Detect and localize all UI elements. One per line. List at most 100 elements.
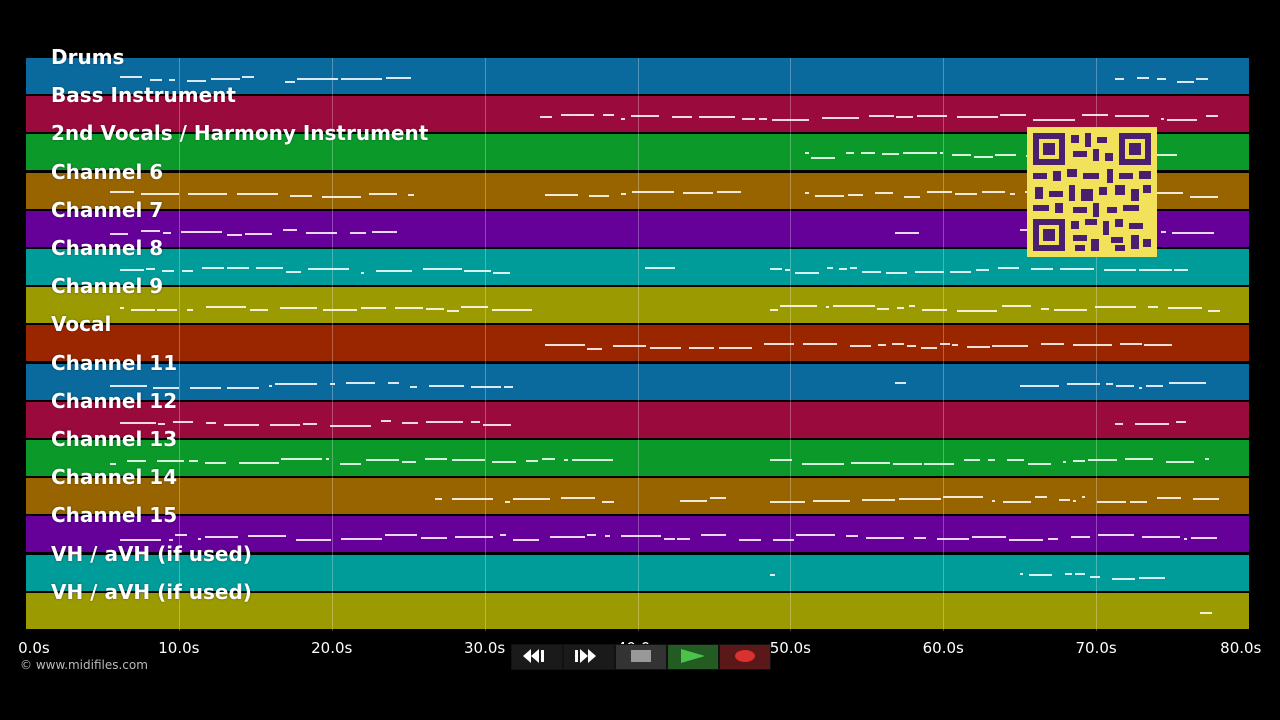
midi-note	[866, 537, 904, 540]
midi-note	[1020, 572, 1023, 575]
midi-note	[1028, 463, 1051, 465]
midi-note	[504, 385, 513, 388]
midi-note	[822, 117, 859, 120]
track-label: Channel 7	[51, 197, 164, 222]
rewind-button[interactable]	[511, 644, 563, 670]
track-label: Drums	[51, 45, 125, 69]
midi-note	[540, 116, 552, 119]
midi-note	[770, 501, 805, 504]
midi-note	[127, 460, 146, 462]
midi-note	[846, 535, 858, 538]
midi-note	[224, 423, 259, 426]
time-tick-label: 50.0s	[769, 639, 811, 657]
midi-note	[995, 154, 1016, 157]
fast-forward-button[interactable]	[563, 644, 615, 670]
midi-note	[664, 538, 675, 541]
midi-note	[242, 76, 254, 78]
midi-note	[388, 381, 399, 384]
midi-note	[699, 116, 735, 119]
track-label: Channel 9	[51, 274, 164, 299]
midi-note	[1151, 191, 1183, 194]
midi-note	[1048, 538, 1058, 541]
midi-note	[937, 538, 969, 541]
midi-note	[1041, 308, 1049, 311]
midi-note	[621, 192, 626, 195]
midi-note	[402, 421, 418, 424]
midi-note	[206, 306, 246, 309]
midi-note	[369, 192, 397, 195]
midi-note	[361, 307, 386, 310]
midi-note	[206, 421, 216, 424]
track-label: 2nd Vocals / Harmony Instrument	[51, 121, 429, 146]
midi-note	[967, 346, 990, 349]
qr-code-icon	[1027, 127, 1157, 257]
midi-note	[875, 191, 893, 194]
midi-note	[850, 345, 871, 348]
midi-note	[827, 267, 833, 269]
midi-note	[1097, 501, 1126, 504]
midi-note	[286, 271, 301, 273]
midi-note	[542, 458, 555, 460]
time-gridline	[178, 58, 180, 631]
track-label: Bass Instrument	[51, 83, 236, 108]
midi-note	[564, 459, 568, 461]
play-button[interactable]	[667, 644, 719, 670]
midi-note	[141, 192, 179, 195]
copyright-text: © www.midifiles.com	[20, 658, 148, 672]
midi-note	[972, 536, 1006, 539]
midi-note	[1144, 344, 1172, 347]
midi-note	[1003, 501, 1031, 504]
midi-note	[861, 152, 875, 155]
midi-note	[1029, 573, 1052, 576]
midi-note	[1067, 382, 1100, 385]
midi-note	[423, 268, 462, 270]
midi-note	[471, 385, 501, 388]
midi-note	[839, 268, 847, 270]
record-button[interactable]	[719, 644, 771, 670]
midi-note	[169, 539, 173, 542]
midi-note	[1139, 269, 1172, 271]
midi-note	[452, 459, 485, 461]
midi-note	[493, 272, 510, 274]
midi-note	[992, 345, 1028, 348]
midi-note	[621, 118, 625, 121]
stop-button[interactable]	[615, 644, 667, 670]
midi-note	[429, 384, 464, 387]
midi-note	[851, 462, 890, 464]
midi-note	[896, 116, 913, 119]
midi-note	[296, 539, 331, 542]
midi-note	[895, 231, 919, 234]
midi-note	[131, 309, 155, 312]
midi-note	[297, 78, 338, 80]
midi-note	[1146, 384, 1163, 387]
midi-note	[795, 272, 819, 274]
track-label: Channel 14	[51, 465, 178, 490]
midi-note	[120, 307, 124, 310]
midi-note	[330, 424, 371, 427]
midi-note	[211, 78, 240, 80]
midi-note	[952, 344, 958, 347]
midi-note	[205, 462, 226, 464]
midi-note	[1033, 119, 1075, 122]
midi-note	[811, 157, 835, 160]
track-label: Channel 13	[51, 427, 178, 451]
time-tick-label: 80.0s	[1220, 639, 1262, 657]
midi-note	[110, 463, 116, 465]
midi-note	[421, 537, 447, 540]
midi-note	[280, 307, 317, 310]
midi-note	[1174, 269, 1188, 271]
midi-note	[1060, 268, 1094, 270]
midi-note	[587, 348, 602, 351]
midi-note	[1205, 458, 1209, 460]
track-label: Channel 8	[51, 236, 164, 260]
midi-note	[1142, 536, 1180, 539]
midi-note	[1120, 343, 1142, 346]
midi-note	[550, 536, 585, 539]
midi-note	[303, 422, 317, 425]
track-label: VH / aVH (if used)	[51, 579, 252, 604]
midi-note	[1157, 78, 1166, 80]
midi-note	[1172, 231, 1214, 234]
midi-note	[803, 343, 837, 346]
midi-note	[153, 386, 179, 389]
